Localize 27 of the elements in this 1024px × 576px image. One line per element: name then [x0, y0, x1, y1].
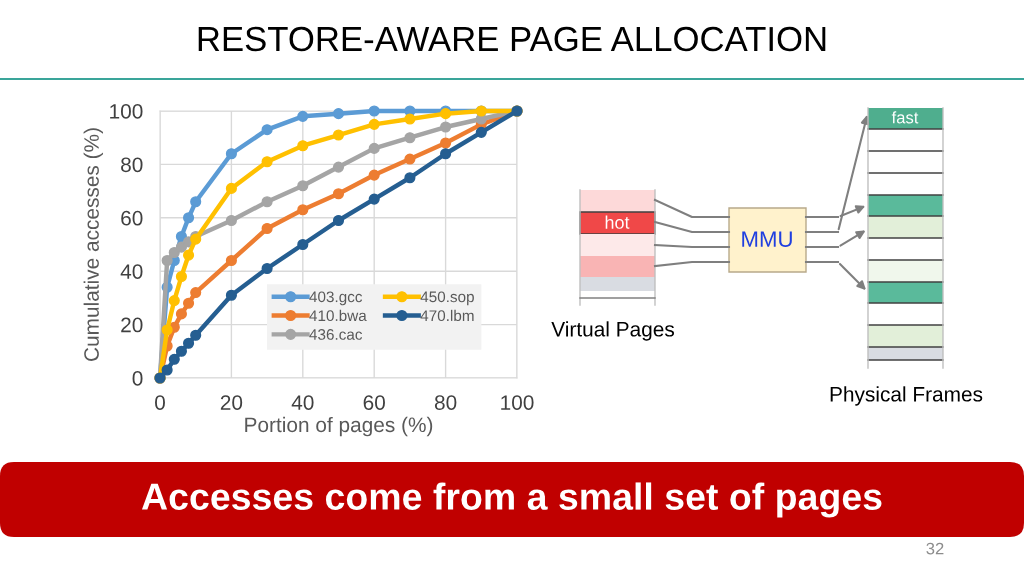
x-tick-label: 60	[363, 395, 385, 410]
legend-label: 470.lbm	[420, 309, 474, 322]
text: Virtual Pages	[551, 321, 675, 341]
legend-label: 410.bwa	[309, 309, 367, 322]
x-tick-label: 40	[291, 395, 314, 410]
x-tick-label: 0	[155, 395, 165, 410]
y-tick-label: 40	[120, 264, 143, 279]
text: fast	[891, 111, 919, 124]
x-tick-label: 20	[220, 395, 243, 410]
legend-label: 450.sop	[420, 291, 474, 306]
text: 32	[926, 542, 944, 555]
text: hot	[605, 215, 630, 229]
chart-title: RESTORE-AWARE PAGE ALLOCATION	[198, 26, 826, 52]
x-tick-label: 100	[501, 395, 534, 410]
legend-label: 403.gcc	[309, 291, 363, 306]
legend-label: 436.cac	[309, 329, 363, 340]
x-axis-title: Portion of pages (%)	[245, 416, 433, 437]
text: MMU	[742, 231, 792, 247]
y-axis-title: Cumulative accesses (%)	[83, 128, 104, 361]
text: Accesses come from a small set of pages	[141, 482, 882, 518]
y-tick-label: 0	[132, 371, 143, 386]
y-tick-label: 100	[110, 104, 143, 119]
x-tick-label: 80	[434, 395, 457, 410]
y-tick-label: 80	[121, 157, 143, 173]
y-tick-label: 20	[121, 317, 143, 333]
y-tick-label: 60	[121, 210, 143, 226]
text: Physical Frames	[830, 386, 983, 406]
